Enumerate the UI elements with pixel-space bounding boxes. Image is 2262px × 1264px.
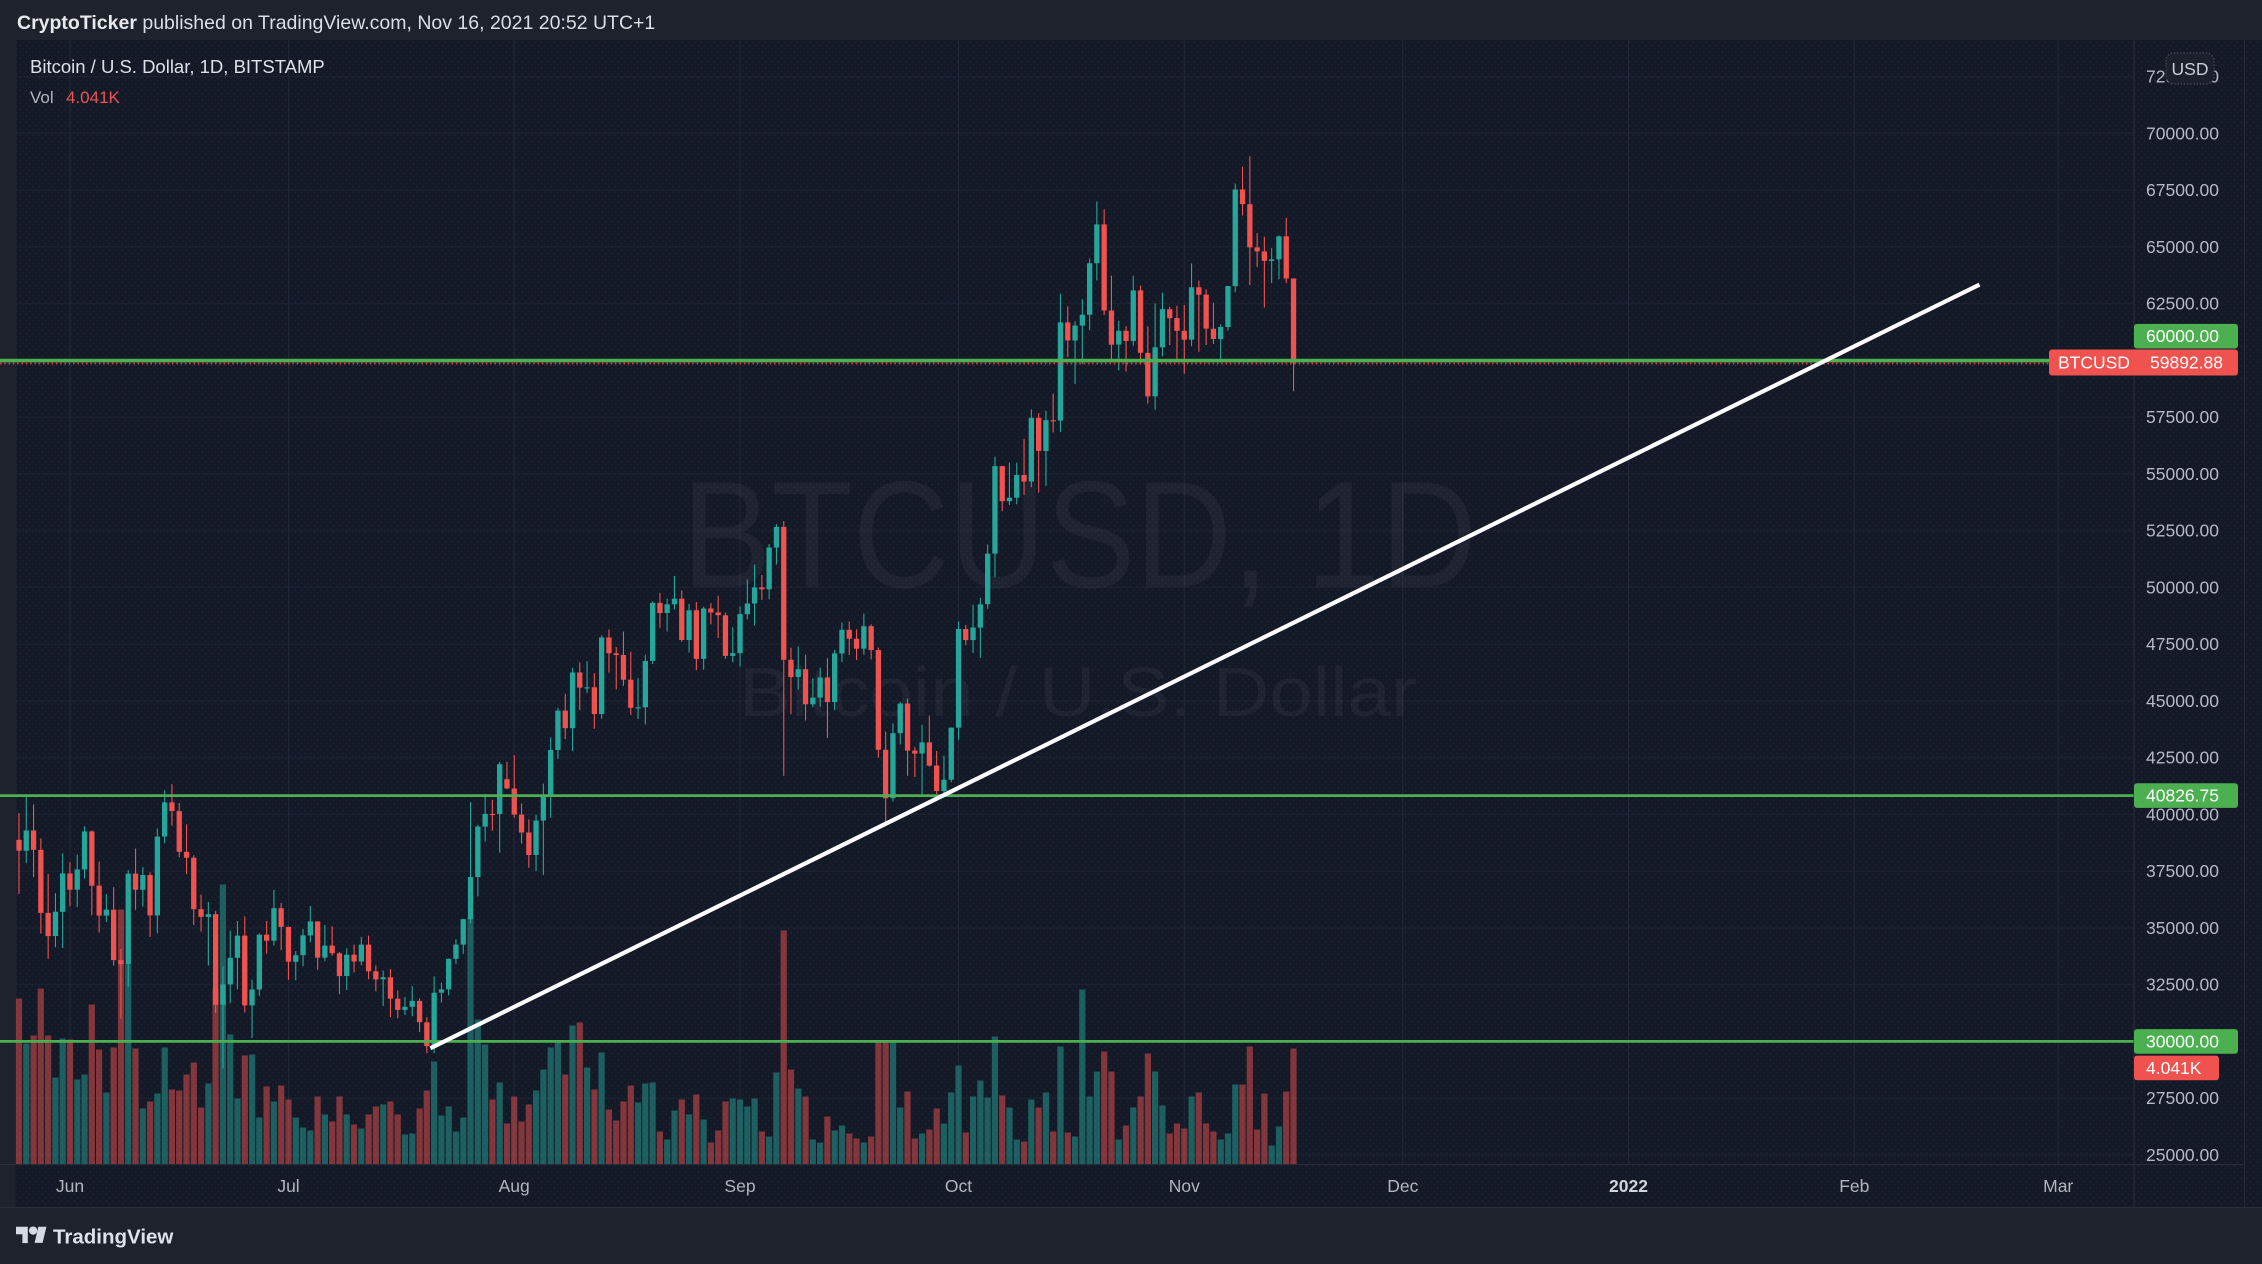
- svg-text:55000.00: 55000.00: [2146, 464, 2219, 484]
- svg-text:67500.00: 67500.00: [2146, 180, 2219, 200]
- svg-text:47500.00: 47500.00: [2146, 634, 2219, 654]
- svg-text:USD: USD: [2172, 59, 2209, 79]
- svg-text:35000.00: 35000.00: [2146, 918, 2219, 938]
- svg-text:40000.00: 40000.00: [2146, 804, 2219, 824]
- svg-text:60000.00: 60000.00: [2146, 326, 2219, 346]
- svg-text:70000.00: 70000.00: [2146, 123, 2219, 143]
- svg-text:TradingView: TradingView: [53, 1226, 173, 1249]
- svg-text:62500.00: 62500.00: [2146, 294, 2219, 314]
- svg-text:27500.00: 27500.00: [2146, 1088, 2219, 1108]
- svg-text:50000.00: 50000.00: [2146, 577, 2219, 597]
- svg-text:CryptoTicker published on Trad: CryptoTicker published on TradingView.co…: [17, 12, 655, 34]
- svg-text:32500.00: 32500.00: [2146, 975, 2219, 995]
- svg-text:Bitcoin / U.S. Dollar, 1D, BIT: Bitcoin / U.S. Dollar, 1D, BITSTAMP: [30, 56, 325, 77]
- svg-text:Dec: Dec: [1387, 1176, 1418, 1196]
- svg-text:Feb: Feb: [1839, 1176, 1869, 1196]
- svg-text:4.041K: 4.041K: [66, 88, 121, 107]
- svg-text:Aug: Aug: [499, 1176, 530, 1196]
- svg-text:Nov: Nov: [1169, 1176, 1200, 1196]
- svg-text:25000.00: 25000.00: [2146, 1145, 2219, 1165]
- svg-text:Sep: Sep: [724, 1176, 755, 1196]
- svg-text:BTCUSD, 1D: BTCUSD, 1D: [682, 450, 1477, 620]
- svg-text:57500.00: 57500.00: [2146, 407, 2219, 427]
- svg-text:65000.00: 65000.00: [2146, 237, 2219, 257]
- svg-text:2022: 2022: [1609, 1176, 1648, 1196]
- svg-text:52500.00: 52500.00: [2146, 521, 2219, 541]
- svg-text:30000.00: 30000.00: [2146, 1031, 2219, 1051]
- svg-text:37500.00: 37500.00: [2146, 861, 2219, 881]
- svg-text:Oct: Oct: [945, 1176, 972, 1196]
- svg-text:Mar: Mar: [2043, 1176, 2073, 1196]
- svg-text:4.041K: 4.041K: [2146, 1058, 2202, 1078]
- svg-text:59892.88: 59892.88: [2150, 353, 2223, 373]
- svg-text:42500.00: 42500.00: [2146, 748, 2219, 768]
- svg-text:Jun: Jun: [56, 1176, 84, 1196]
- svg-text:40826.75: 40826.75: [2146, 786, 2219, 806]
- svg-text:BTCUSD: BTCUSD: [2058, 353, 2130, 373]
- svg-text:45000.00: 45000.00: [2146, 691, 2219, 711]
- svg-text:Vol: Vol: [30, 88, 54, 107]
- svg-text:Bitcoin / U.S. Dollar: Bitcoin / U.S. Dollar: [739, 653, 1417, 731]
- svg-text:Jul: Jul: [277, 1176, 299, 1196]
